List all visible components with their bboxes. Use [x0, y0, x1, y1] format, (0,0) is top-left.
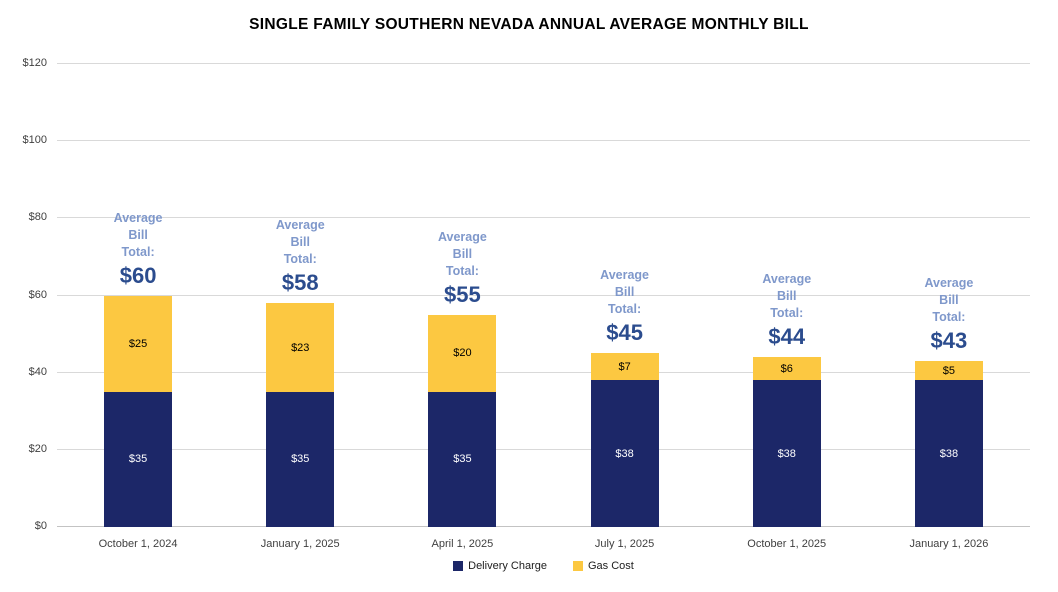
- bar-segment-value: $38: [615, 447, 634, 460]
- x-axis: October 1, 2024 January 1, 2025 April 1, 2…: [57, 537, 1030, 552]
- y-tick-label: $80: [28, 211, 47, 224]
- annotation-line: Bill: [777, 289, 797, 304]
- delivery-charge-swatch-icon: [453, 561, 464, 571]
- x-tick-label: January 1, 2026: [909, 538, 989, 550]
- bar-segment-delivery-charge: $38: [914, 380, 983, 527]
- average-bill-annotation: Average Bill Total: $60: [78, 210, 198, 289]
- bar-segment-gas-cost: $20: [428, 314, 497, 392]
- gridline: [57, 294, 1030, 296]
- bar-group: $38 $7: [590, 353, 659, 527]
- average-bill-annotation: Average Bill Total: $45: [565, 267, 685, 346]
- annotation-line: Total:: [121, 244, 155, 259]
- y-tick-label: $0: [34, 520, 47, 532]
- annotation-line: Total:: [283, 252, 317, 267]
- legend: Delivery Charge Gas Cost: [57, 558, 1030, 574]
- y-tick-label: $60: [28, 288, 47, 301]
- legend-label-gas-cost: Gas Cost: [588, 560, 634, 572]
- average-bill-total-value: $58: [281, 270, 319, 296]
- bar-segment-value: $5: [942, 364, 956, 377]
- bar-segment-value: $6: [780, 362, 793, 375]
- bar-segment-delivery-charge: $35: [428, 391, 497, 527]
- bar-group: $38 $6: [752, 357, 821, 527]
- gridline: [57, 63, 1030, 64]
- bar-segment-delivery-charge: $38: [590, 380, 659, 527]
- bar-segment-value: $25: [128, 337, 148, 350]
- annotation-line: Total:: [770, 306, 804, 321]
- annotation-line: Average: [600, 268, 650, 283]
- legend-label-delivery-charge: Delivery Charge: [468, 560, 547, 572]
- bar-group: $35 $23: [266, 303, 335, 527]
- bar-group: $35 $25: [104, 295, 173, 527]
- annotation-line: Average: [762, 272, 812, 287]
- y-tick-label: $20: [28, 442, 47, 455]
- x-tick-label: January 1, 2025: [260, 538, 340, 550]
- bar-segment-value: $7: [618, 360, 631, 373]
- annotation-line: Bill: [128, 227, 148, 242]
- bar-group: $38 $5: [914, 361, 983, 527]
- gridline: [57, 448, 1030, 450]
- bar-segment-value: $38: [939, 447, 959, 460]
- average-bill-annotation: Average Bill Total: $43: [889, 275, 1009, 354]
- bar-segment-delivery-charge: $35: [104, 391, 173, 527]
- average-bill-annotation: Average Bill Total: $55: [402, 229, 522, 308]
- annotation-line: Bill: [290, 235, 310, 250]
- average-bill-annotation: Average Bill Total: $44: [727, 271, 847, 350]
- bar-segment-delivery-charge: $38: [752, 380, 821, 527]
- bar-segment-gas-cost: $7: [590, 353, 659, 381]
- average-bill-total-value: $44: [768, 324, 806, 350]
- chart-title: SINGLE FAMILY SOUTHERN NEVADA ANNUAL AVE…: [249, 16, 809, 33]
- annotation-line: Average: [924, 276, 974, 291]
- gridline: [57, 140, 1030, 142]
- bar-segment-gas-cost: $23: [266, 303, 335, 392]
- bar-segment-value: $38: [777, 447, 796, 460]
- bar-segment-value: $35: [291, 453, 310, 466]
- plot-area: $35 $25 Average Bill Total: $60 $35 $23 Average B…: [57, 63, 1030, 527]
- gridline: [57, 217, 1030, 219]
- bar-segment-gas-cost: $6: [752, 357, 821, 381]
- average-bill-annotation: Average Bill Total: $58: [240, 217, 360, 296]
- y-tick-label: $120: [22, 57, 47, 69]
- annotation-line: Bill: [614, 285, 635, 300]
- gridline: [57, 371, 1030, 373]
- annotation-line: Total:: [932, 310, 966, 325]
- annotation-line: Average: [437, 229, 487, 244]
- bar-group: $35 $20: [428, 314, 497, 527]
- average-bill-total-value: $55: [444, 281, 481, 307]
- average-bill-total-value: $45: [606, 320, 643, 346]
- x-axis-line: [57, 526, 1030, 527]
- legend-item-gas-cost: Gas Cost: [573, 560, 634, 572]
- x-tick-label: April 1, 2025: [431, 538, 494, 550]
- annotation-line: Bill: [452, 246, 473, 261]
- bar-segment-value: $20: [453, 347, 472, 360]
- annotation-line: Total:: [445, 263, 479, 278]
- average-bill-total-value: $60: [119, 262, 157, 288]
- bar-segment-value: $23: [291, 341, 310, 354]
- x-tick-label: October 1, 2025: [747, 538, 827, 550]
- bar-segment-gas-cost: $5: [914, 361, 983, 381]
- x-tick-label: October 1, 2024: [98, 538, 178, 550]
- bar-segment-value: $35: [453, 453, 472, 466]
- bar-segment-value: $35: [128, 453, 148, 466]
- annotation-line: Total:: [608, 302, 642, 317]
- x-tick-label: July 1, 2025: [594, 538, 655, 550]
- gas-cost-swatch-icon: [573, 561, 583, 571]
- legend-item-delivery-charge: Delivery Charge: [453, 560, 547, 572]
- annotation-line: Average: [275, 218, 325, 233]
- average-bill-total-value: $43: [930, 328, 968, 354]
- bar-segment-delivery-charge: $35: [266, 391, 335, 527]
- y-axis: $0 $20 $40 $60 $80 $100 $120: [0, 57, 47, 532]
- y-tick-label: $40: [28, 365, 47, 378]
- annotation-line: Average: [113, 210, 163, 225]
- annotation-line: Bill: [939, 293, 959, 308]
- y-tick-label: $100: [22, 134, 47, 147]
- bar-segment-gas-cost: $25: [104, 295, 173, 392]
